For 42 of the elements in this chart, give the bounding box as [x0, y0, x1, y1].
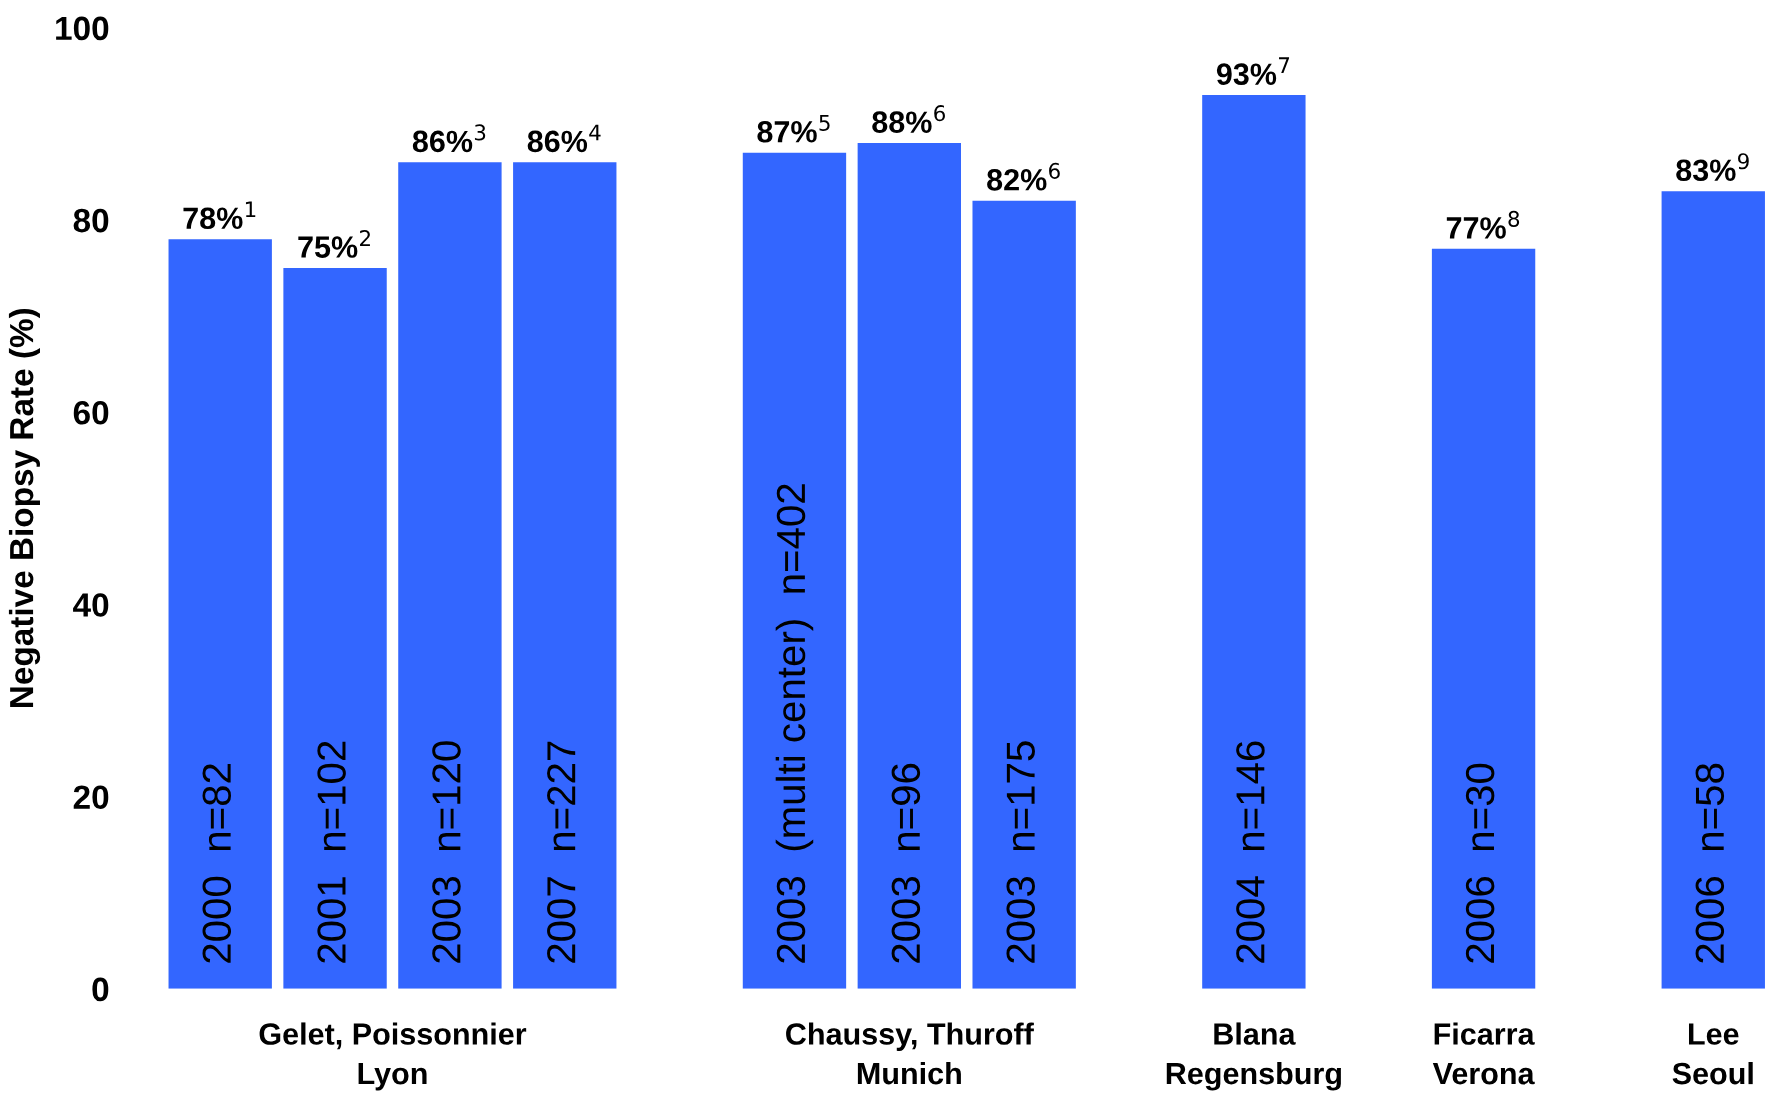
text: Lee Seoul — [1672, 1023, 1753, 1085]
data-label: 77%$^{8}$ — [1446, 210, 1520, 239]
text: Ficarra Verona — [1432, 1022, 1535, 1085]
data-label: 86%$^{3}$ — [412, 124, 486, 153]
bar — [398, 162, 502, 989]
bar — [972, 200, 1076, 989]
y-tick-label: 40 — [73, 593, 109, 617]
x-tick-label: 2007 n=227 — [547, 741, 576, 963]
data-label: 88%$^{6}$ — [872, 105, 945, 133]
bar — [742, 152, 847, 989]
x-tick-label: 2006 n=58 — [1695, 763, 1725, 963]
text: Chaussy, Thuroff Munich — [786, 1022, 1034, 1085]
x-tick-label: 2003 n=96 — [891, 763, 921, 963]
data-label: 78%$^{1}$ — [183, 201, 256, 230]
y-tick-label: 60 — [73, 400, 109, 425]
text: Gelet, Poissonnier Lyon — [259, 1022, 527, 1091]
bar — [168, 239, 272, 989]
y-tick-label: 100 — [56, 16, 109, 41]
x-tick-label: 2003 n=175 — [1006, 741, 1035, 963]
data-label: 87%$^{5}$ — [757, 115, 830, 143]
x-tick-label: 2003 n=120 — [432, 741, 461, 963]
y-tick-label: 0 — [92, 977, 109, 1002]
data-label: 83%$^{9}$ — [1676, 153, 1749, 182]
data-label: 82%$^{6}$ — [987, 162, 1060, 191]
y-axis-title: Negative Biopsy Rate (%) — [8, 308, 41, 708]
bar — [1202, 95, 1306, 989]
data-label: 86%$^{4}$ — [527, 124, 601, 153]
bar — [857, 143, 961, 989]
bar — [1431, 248, 1536, 989]
bar — [513, 162, 617, 989]
bar — [1661, 191, 1765, 989]
x-tick-label: 2000 n=82 — [202, 764, 232, 963]
text: Blana Regensburg — [1166, 1022, 1341, 1091]
data-label: 93%$^{7}$ — [1216, 57, 1290, 85]
x-tick-label: 2003 (multi center) n=402 — [775, 484, 814, 963]
x-tick-label: 2006 n=30 — [1465, 763, 1495, 963]
y-tick-label: 20 — [73, 785, 109, 809]
x-tick-label: 2004 n=146 — [1236, 741, 1265, 963]
x-tick-label: 2001 n=102 — [317, 741, 346, 963]
data-label: 75%$^{2}$ — [298, 230, 370, 258]
bar — [283, 268, 387, 989]
y-tick-label: 80 — [73, 208, 109, 233]
